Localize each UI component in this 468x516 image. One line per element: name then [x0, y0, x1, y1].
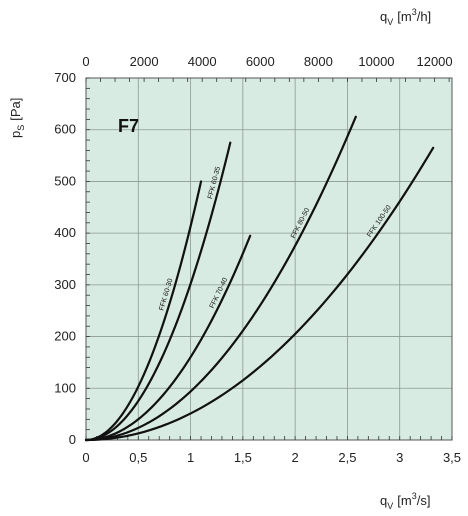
x-top-axis-title-main: q	[380, 9, 387, 24]
y-tick-label: 100	[54, 380, 76, 395]
x-bottom-tick-label: 3,5	[443, 450, 461, 465]
curves	[84, 115, 435, 442]
x-bottom-tick-label: 3	[396, 450, 403, 465]
x-bottom-tick-label: 0	[82, 450, 89, 465]
x-top-axis-title-close: /h]	[417, 9, 431, 24]
x-top-tick-label: 10000	[358, 54, 394, 69]
x-top-tick-label: 12000	[416, 54, 452, 69]
x-top-axis-title-sub: V	[387, 17, 393, 27]
x-bottom-tick-labels: 0 0,5 1 1,5 2 2,5 3 3,5	[82, 450, 461, 465]
y-axis-title-unit: [Pa]	[8, 98, 23, 121]
x-top-tick-label: 8000	[304, 54, 333, 69]
x-bottom-tick-label: 0,5	[129, 450, 147, 465]
y-axis-title-sub: S	[16, 125, 26, 131]
y-tick-labels: 0 100 200 300 400 500 600 700	[54, 70, 76, 447]
y-tick-label: 400	[54, 225, 76, 240]
x-bottom-axis-title-open: [m	[397, 493, 411, 508]
x-top-axis-title: qV [m3/h]	[380, 7, 431, 27]
y-tick-label: 600	[54, 122, 76, 137]
x-bottom-axis-title-main: q	[380, 493, 387, 508]
plot-frame	[85, 77, 453, 441]
curve-line	[84, 141, 232, 442]
x-bottom-axis-title-sub: V	[387, 501, 393, 511]
x-bottom-axis-title: qV [m3/s]	[380, 491, 430, 511]
panel-label: F7	[118, 116, 139, 136]
x-top-axis-title-sup: 3	[412, 7, 417, 17]
curve-line	[84, 146, 435, 442]
x-bottom-tick-label: 1,5	[234, 450, 252, 465]
x-bottom-axis-title-sup: 3	[412, 491, 417, 501]
x-top-tick-label: 0	[82, 54, 89, 69]
y-axis-title-main: p	[8, 131, 23, 138]
y-tick-label: 700	[54, 70, 76, 85]
curve-line	[84, 180, 203, 442]
x-bottom-tick-label: 2	[292, 450, 299, 465]
y-tick-label: 500	[54, 173, 76, 188]
x-bottom-tick-label: 1	[187, 450, 194, 465]
y-axis-title: pS [Pa]	[8, 98, 26, 138]
x-bottom-tick-label: 2,5	[338, 450, 356, 465]
x-top-tick-label: 6000	[246, 54, 275, 69]
y-tick-label: 300	[54, 277, 76, 292]
minor-ticks	[85, 77, 453, 441]
x-bottom-axis-title-close: /s]	[417, 493, 431, 508]
x-top-tick-label: 4000	[188, 54, 217, 69]
x-top-tick-label: 2000	[130, 54, 159, 69]
x-top-axis-title-open: [m	[397, 9, 411, 24]
x-top-tick-labels: 0 2000 4000 6000 8000 10000 12000	[82, 54, 452, 69]
plot-area	[86, 78, 452, 440]
curve-line	[84, 115, 357, 442]
curve-line	[84, 234, 252, 442]
y-tick-label: 0	[69, 432, 76, 447]
y-tick-label: 200	[54, 329, 76, 344]
